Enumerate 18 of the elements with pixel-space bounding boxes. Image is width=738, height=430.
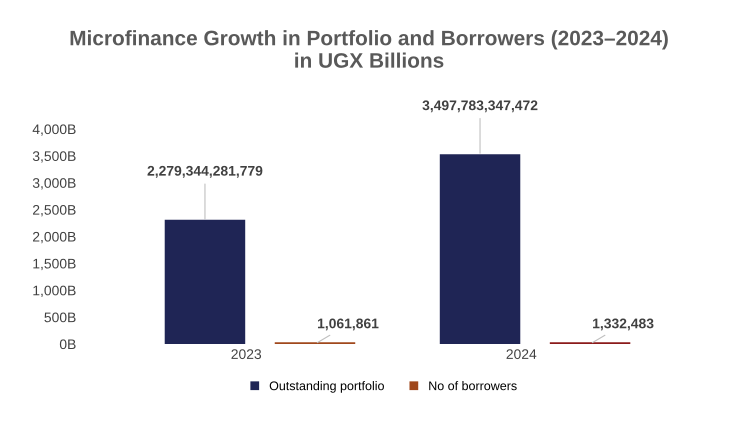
y-tick-label: 0B [60, 339, 76, 350]
y-tick-label: 3,500B [32, 151, 76, 163]
data-label: 3,497,783,347,472 [422, 100, 538, 112]
y-tick-label: 2,000B [33, 232, 76, 244]
data-label: 1,332,483 [593, 318, 654, 330]
chart-title: Microfinance Growth in Portfolio and Borrowers (2023–2024) in UGX Billions [70, 30, 668, 68]
y-tick-label: 2,500B [33, 204, 76, 216]
legend-label: Outstanding portfolio [270, 381, 384, 393]
data-label: 1,061,861 [318, 318, 379, 330]
y-tick-label: 500B [44, 312, 76, 322]
x-tick-label: 2023 [231, 349, 262, 360]
x-tick-label: 2024 [506, 349, 536, 360]
y-tick-label: 3,000B [32, 178, 76, 190]
y-tick-label: 1,000B [33, 286, 76, 298]
y-tick-label: 1,500B [33, 258, 76, 270]
y-tick-label: 4,000B [32, 124, 76, 136]
legend-label: No of borrowers [429, 381, 517, 390]
data-label: 2,279,344,281,779 [148, 166, 262, 178]
